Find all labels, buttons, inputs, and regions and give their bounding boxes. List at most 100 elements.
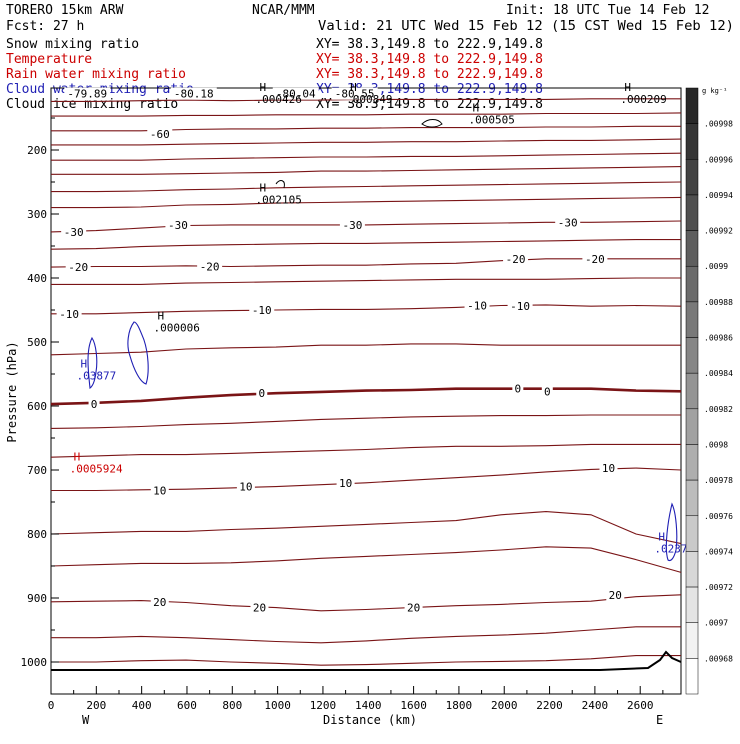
isotherm-label: -30 [168, 219, 188, 232]
isotherm-label-bg [512, 382, 524, 395]
x-tick-label: 1200 [310, 699, 337, 712]
maximum-value: .002105 [255, 194, 301, 207]
isotherm-label: -79.89 [67, 88, 107, 101]
colorbar-label: .0099 [704, 262, 728, 271]
isotherm-line [51, 181, 682, 193]
isotherm-label-bg [61, 225, 87, 238]
colorbar-label: .00998 [704, 120, 733, 129]
y-axis: 200 300 400 500 600 700 800 900 1000 [21, 117, 59, 669]
maximum-marker: H [350, 81, 357, 94]
maximum-marker: H [624, 81, 631, 94]
isotherm-label-bg [507, 300, 533, 313]
field-name: Rain water mixing ratio [6, 67, 186, 82]
maximum-value: .0005924 [70, 462, 123, 475]
isotherm-line [51, 304, 682, 315]
colorbar-label: .00972 [704, 583, 733, 592]
isotherm-label-bg [147, 128, 173, 140]
snow-contour [275, 180, 285, 189]
field-name: Temperature [6, 52, 92, 67]
x-tick-label: 1400 [355, 699, 382, 712]
colorbar-swatch [685, 444, 699, 481]
maximum-marker: H [259, 81, 266, 94]
isotherm-label-bg [250, 601, 269, 614]
colorbar-swatch [685, 87, 699, 124]
cloud-water-contour [127, 321, 149, 385]
colorbar-swatch [685, 622, 699, 659]
colorbar-label: .0098 [704, 440, 728, 449]
colorbar-label: .00976 [704, 512, 733, 521]
x-tick-label: 600 [177, 699, 197, 712]
colorbar-swatch [685, 123, 699, 160]
isotherm-label: -10 [252, 304, 272, 317]
maximum-value: .000505 [469, 114, 515, 127]
x-axis: 0 200 400 600 800 1000 1200 1400 1600 1800 2000 220… [48, 686, 664, 712]
center-title: NCAR/MMM [252, 3, 315, 18]
colorbar-label: .00992 [704, 227, 733, 236]
isotherm-label-bg [88, 398, 100, 411]
isotherm-line [50, 511, 682, 545]
isotherm-label-bg [150, 484, 169, 497]
y-tick-label: 600 [27, 400, 47, 413]
isotherm-label: 20 [153, 596, 166, 609]
maximum-value: .000849 [346, 93, 392, 106]
field-xy: XY= 38.3,149.8 to 222.9,149.8 [316, 52, 543, 67]
maximum-marker: H [74, 450, 81, 463]
isotherm-line [50, 343, 681, 356]
maxima-labels: H.000426H.000849H.000209H.000505H.002105… [70, 81, 688, 555]
isotherm-line [50, 239, 681, 250]
y-tick-label: 200 [27, 144, 47, 157]
y-tick-label: 1000 [21, 656, 48, 669]
colorbar-swatch [685, 515, 699, 552]
maximum-marker: H [259, 182, 266, 195]
isotherm-label: -10 [510, 300, 530, 313]
x-tick-label: 2400 [582, 699, 609, 712]
isotherm-line [51, 196, 682, 209]
east-label: E [656, 713, 663, 727]
west-label: W [82, 713, 90, 727]
maximum-marker: H [158, 310, 165, 323]
header: TORERO 15km ARW NCAR/MMM Init: 18 UTC Tu… [6, 3, 734, 34]
maximum-value: .000209 [620, 93, 666, 106]
model-title: TORERO 15km ARW [6, 3, 124, 18]
isotherm-zero [50, 387, 682, 406]
isotherm-label-bg [582, 252, 608, 265]
x-tick-label: 0 [48, 699, 55, 712]
x-tick-label: 800 [222, 699, 242, 712]
isotherm-label-bg [606, 588, 625, 601]
maximum-value: .000006 [154, 322, 200, 335]
maximum-value: .0237 [654, 542, 687, 555]
isotherm-label: 0 [258, 387, 265, 400]
field-xy: XY= 38.3,149.8 to 222.9,149.8 [316, 37, 543, 52]
y-tick-label: 800 [27, 528, 47, 541]
colorbar-swatch [685, 230, 699, 267]
isotherm-label: 10 [239, 481, 252, 494]
y-axis-label: Pressure (hPa) [5, 341, 19, 442]
isotherm-line [51, 112, 682, 117]
maximum-marker: H [473, 102, 480, 115]
colorbar-label: .00968 [704, 654, 733, 663]
isotherm-label: 20 [609, 589, 622, 602]
colorbar-label: .0097 [704, 619, 728, 628]
x-tick-label: 2600 [627, 699, 654, 712]
colorbar-swatch [685, 408, 699, 445]
isotherm-label: -20 [200, 260, 220, 273]
isotherm-line [51, 467, 682, 492]
isotherm-label-bg [65, 261, 91, 274]
colorbar-swatch [685, 551, 699, 588]
isotherm-label-bg [170, 87, 217, 100]
y-tick-label: 900 [27, 592, 47, 605]
isotherm-line [50, 594, 682, 612]
cloud-contours [87, 119, 678, 562]
maximum-value: .03877 [76, 370, 116, 383]
x-axis-label: Distance (km) [323, 713, 417, 727]
isotherm-line [50, 546, 682, 573]
isotherm-line [50, 220, 682, 233]
isotherm-label: 0 [515, 383, 522, 396]
isotherm-label: -80.04 [276, 88, 316, 101]
x-tick-label: 2000 [491, 699, 518, 712]
isotherm-line [51, 152, 682, 161]
isotherm-label-bg [272, 87, 319, 100]
isotherm-label-bg [541, 385, 553, 398]
